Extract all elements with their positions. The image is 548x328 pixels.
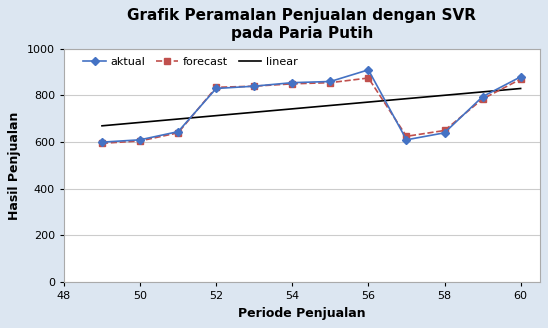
- forecast: [480, 97, 486, 101]
- forecast: [251, 84, 258, 88]
- aktual: [441, 131, 448, 135]
- X-axis label: Periode Penjualan: Periode Penjualan: [238, 307, 366, 320]
- aktual: [403, 138, 410, 142]
- forecast: [441, 129, 448, 133]
- forecast: [99, 141, 105, 145]
- forecast: [213, 85, 219, 89]
- Line: forecast: forecast: [99, 75, 523, 146]
- aktual: [327, 79, 334, 83]
- aktual: [289, 81, 295, 85]
- Line: aktual: aktual: [99, 67, 523, 145]
- forecast: [365, 76, 372, 80]
- forecast: [327, 81, 334, 85]
- aktual: [251, 84, 258, 88]
- aktual: [517, 75, 524, 79]
- Title: Grafik Peramalan Penjualan dengan SVR
pada Paria Putih: Grafik Peramalan Penjualan dengan SVR pa…: [127, 8, 476, 41]
- aktual: [99, 140, 105, 144]
- forecast: [517, 77, 524, 81]
- aktual: [137, 138, 144, 142]
- aktual: [213, 87, 219, 91]
- Legend: aktual, forecast, linear: aktual, forecast, linear: [79, 52, 302, 71]
- forecast: [175, 131, 181, 135]
- aktual: [365, 68, 372, 72]
- aktual: [175, 130, 181, 133]
- forecast: [137, 139, 144, 143]
- forecast: [289, 82, 295, 86]
- Y-axis label: Hasil Penjualan: Hasil Penjualan: [8, 111, 21, 220]
- aktual: [480, 95, 486, 99]
- forecast: [403, 134, 410, 138]
